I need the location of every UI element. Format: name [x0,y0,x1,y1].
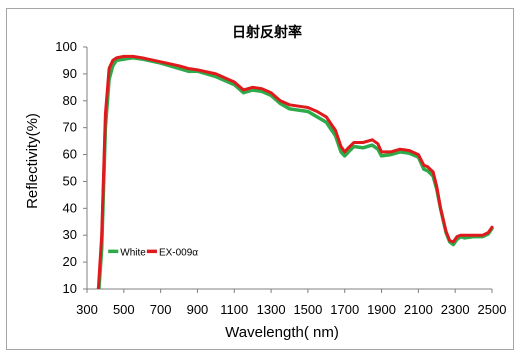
x-tick-label: 1900 [367,302,396,317]
y-tick-label: 70 [63,120,77,135]
series-line-ex-009a [96,54,494,289]
y-tick-label: 40 [63,200,77,215]
x-tick-label: 300 [76,302,98,317]
y-tick-label: 50 [63,173,77,188]
chart-frame: 日射反射率 10 20 30 40 50 60 70 80 90 100 300 500 700 900… [6,8,514,350]
x-tick-label: 2300 [441,302,470,317]
y-tick-label: 20 [63,254,77,269]
reflectivity-chart: 日射反射率 10 20 30 40 50 60 70 80 90 100 300 500 700 900… [24,24,506,341]
legend-label: EX-009α [159,247,198,258]
y-axis-label: Reflectivity(%) [24,113,41,209]
y-tick-label: 30 [63,227,77,242]
x-tick-label: 1100 [220,302,248,317]
x-tick-label: 2500 [478,302,507,317]
x-tick-label: 700 [150,302,172,317]
x-axis-ticks: 300 500 700 900 1100 1300 1500 1700 1900 2100 2300… [76,289,506,317]
x-tick-label: 1300 [257,302,286,317]
series-line-white [97,56,494,289]
x-tick-label: 1500 [293,302,322,317]
plot-area [96,54,494,289]
y-tick-label: 80 [63,93,77,108]
x-tick-label: 500 [113,302,135,317]
y-tick-label: 10 [63,281,77,296]
y-axis-ticks: 10 20 30 40 50 60 70 80 90 100 [55,39,87,296]
x-axis-label: Wavelength( nm) [225,324,339,341]
x-tick-label: 1700 [330,302,359,317]
y-tick-label: 90 [63,66,77,81]
x-tick-label: 2100 [404,302,433,317]
y-tick-label: 100 [55,39,77,54]
legend-label: White [120,247,146,258]
legend: White EX-009α [108,247,198,258]
y-tick-label: 60 [63,147,77,162]
x-tick-label: 900 [187,302,209,317]
chart-title: 日射反射率 [232,24,302,41]
